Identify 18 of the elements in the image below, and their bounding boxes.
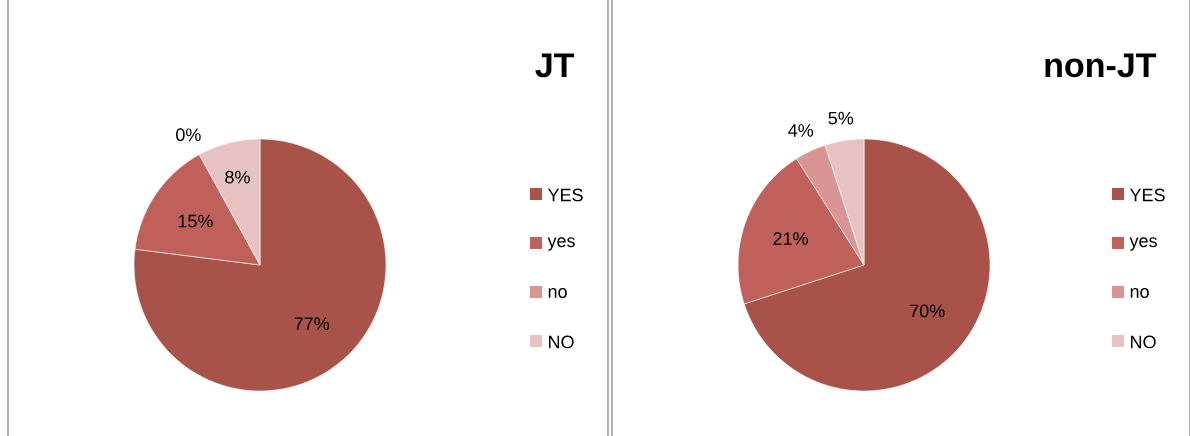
legend-label: YES <box>1129 188 1165 202</box>
data-label: 70% <box>910 304 945 318</box>
legend-label: NO <box>549 335 574 349</box>
text: 0% <box>176 128 201 142</box>
data-label: 5% <box>828 111 854 125</box>
legend-label: yes <box>547 237 575 251</box>
chart-title: JT <box>535 53 575 78</box>
data-label: 77% <box>294 317 330 330</box>
data-label: 21% <box>773 232 808 245</box>
legend-label: YES <box>547 188 583 202</box>
legend-label: NO <box>1131 335 1156 349</box>
legend-label: no <box>1130 288 1149 298</box>
data-label: 4% <box>788 124 814 137</box>
chart-title: non-JT <box>1045 53 1157 78</box>
legend-label: yes <box>1129 237 1157 251</box>
data-label: 8% <box>225 170 250 184</box>
legend-label: no <box>548 288 567 298</box>
data-label: 15% <box>178 214 213 228</box>
